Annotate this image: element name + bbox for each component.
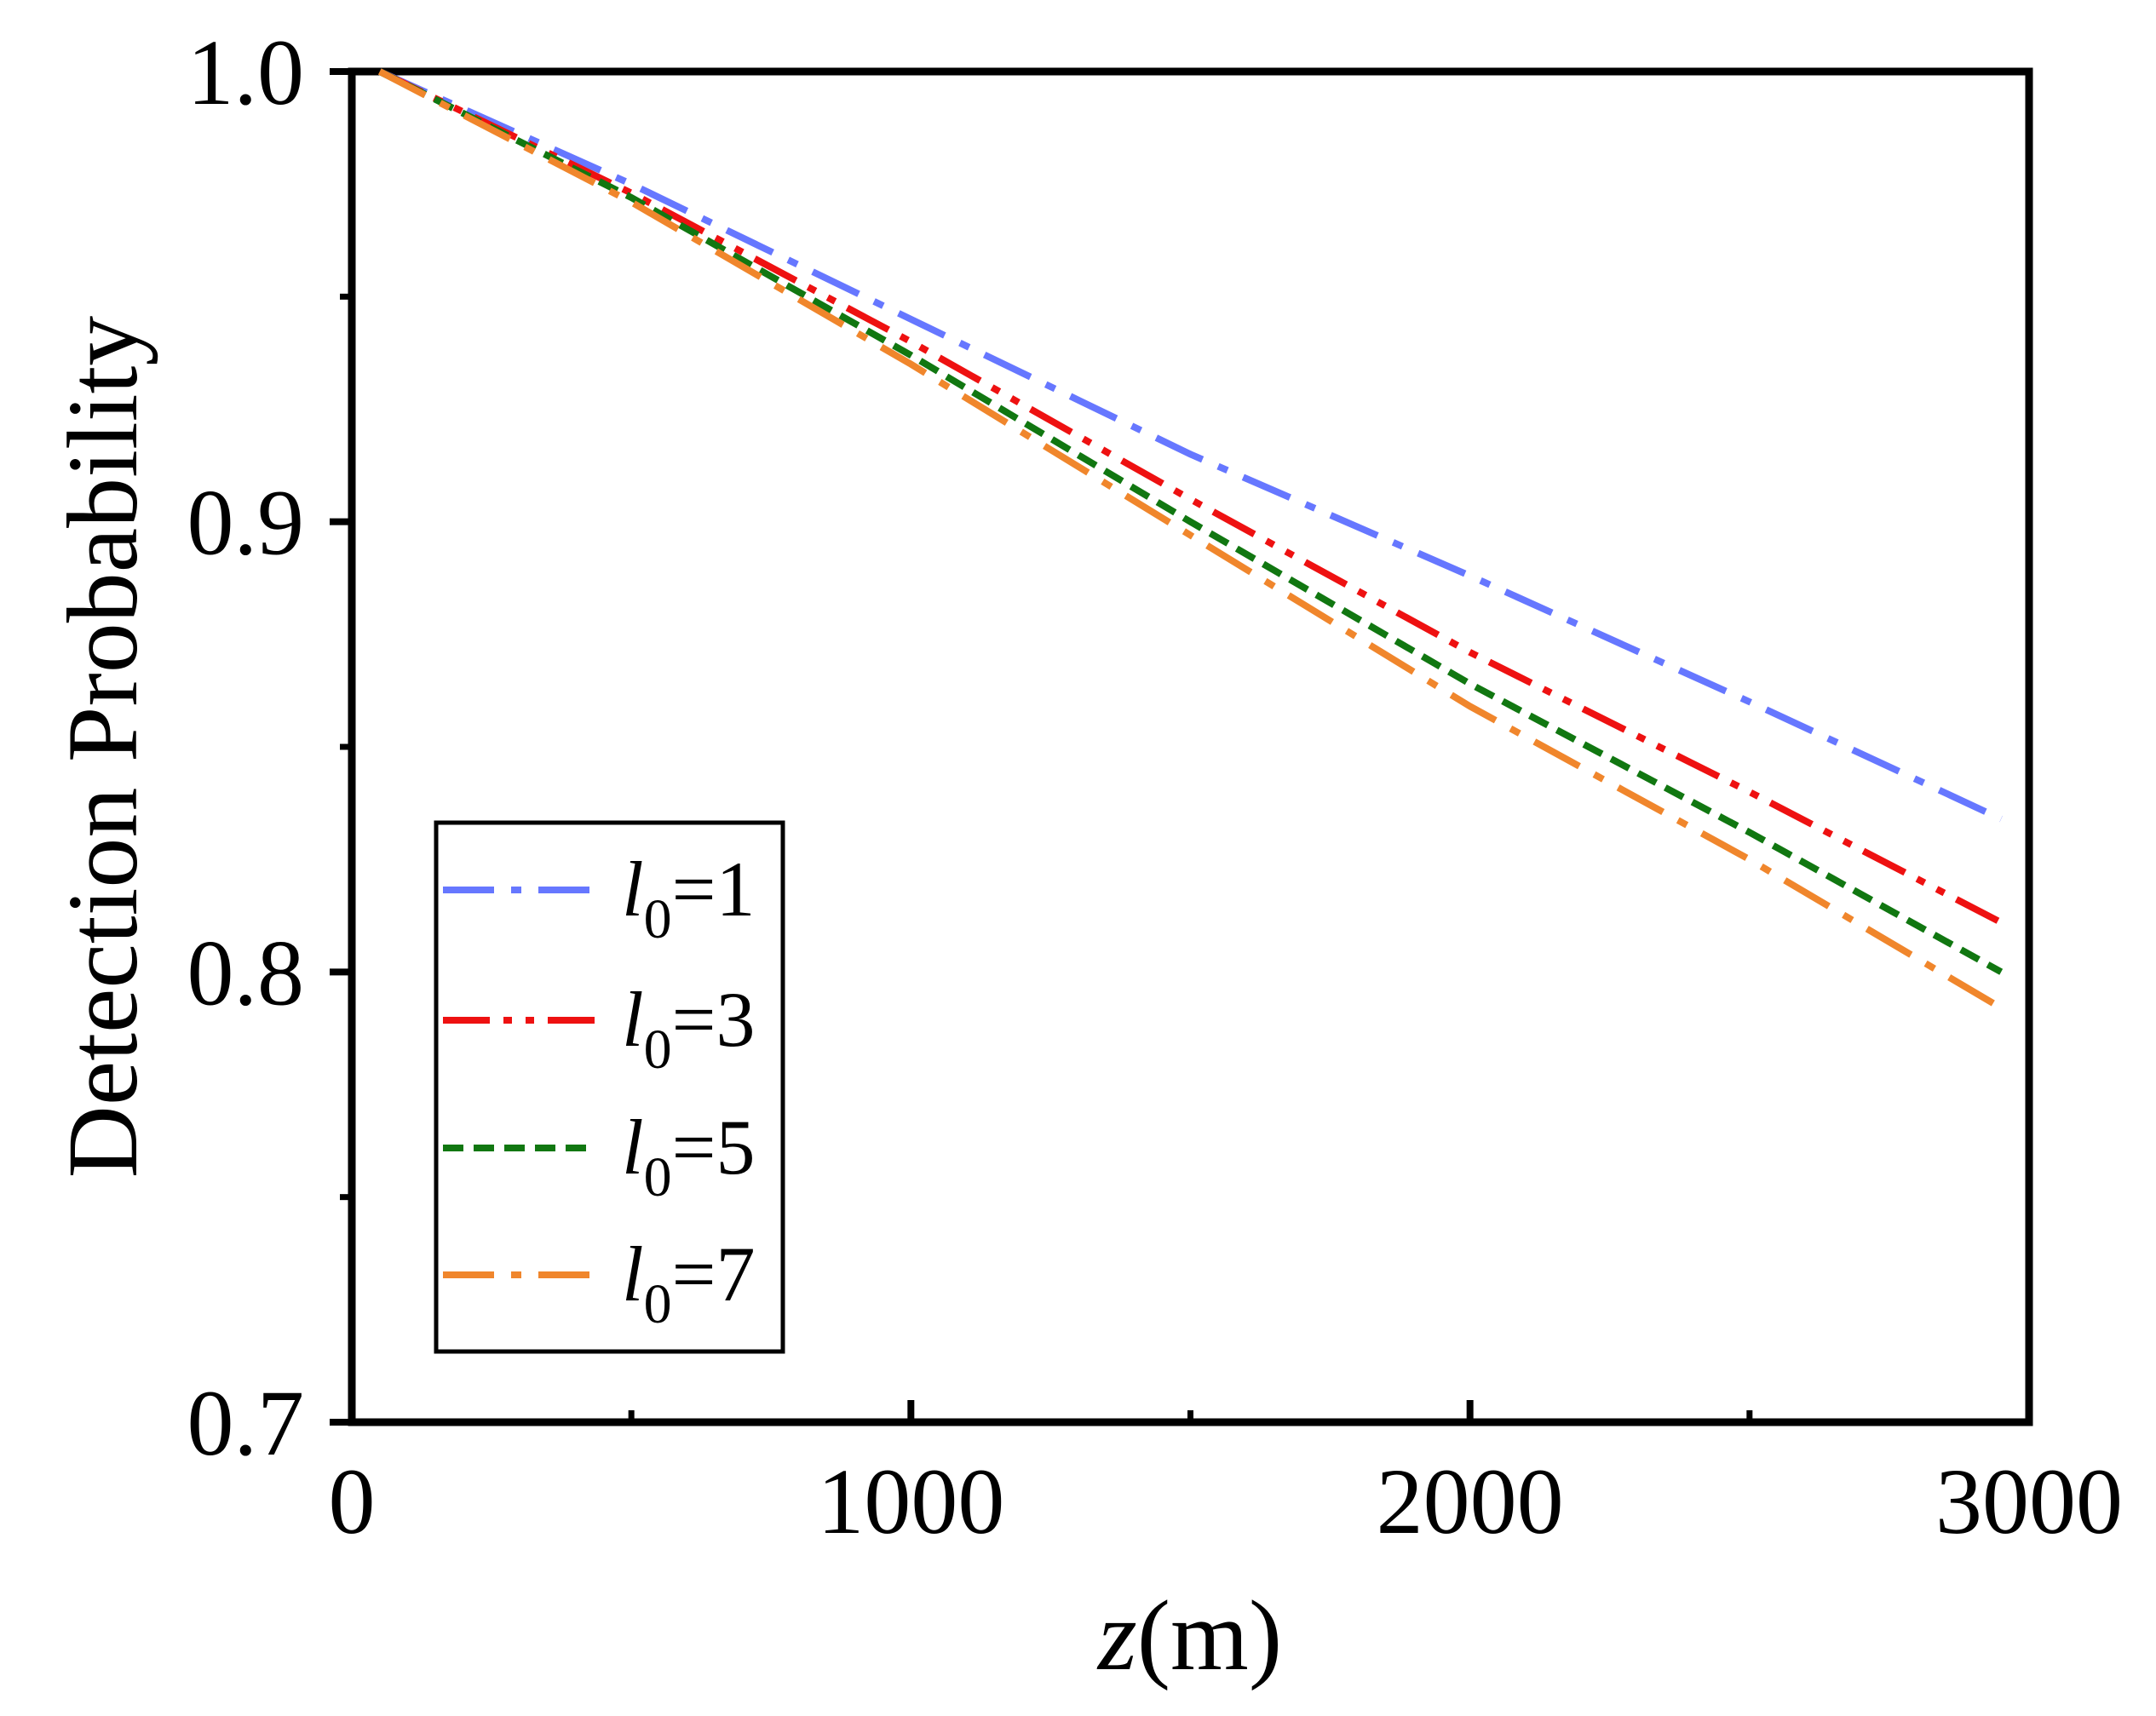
series-line-l0-1 (378, 68, 2003, 823)
y-axis-title: Detection Probability (47, 316, 158, 1179)
x-tick-labels: 0 1000 2000 3000 (329, 1449, 2124, 1553)
x-axis-symbol: z (1096, 1580, 1137, 1691)
legend-label-l0-3: l0=3 (622, 976, 755, 1081)
series-line-l0-7 (377, 68, 2004, 1012)
series-lines (377, 68, 2004, 1012)
y-tick-label: 0.7 (187, 1371, 305, 1475)
x-tick-label: 0 (329, 1449, 376, 1553)
y-tick-label: 0.8 (187, 921, 305, 1024)
x-tick-label: 1000 (817, 1449, 1004, 1553)
x-tick-label: 2000 (1377, 1449, 1564, 1553)
legend-entries: l0=1 l0=3 l0=5 l0=7 (443, 846, 755, 1335)
legend-label-l0-7: l0=7 (622, 1231, 755, 1335)
legend-label-l0-5: l0=5 (622, 1104, 755, 1208)
x-tick-label: 3000 (1935, 1449, 2123, 1553)
series-line-l0-3 (378, 68, 2004, 926)
series-line-l0-5 (378, 68, 2004, 975)
x-axis-unit: (m) (1137, 1580, 1282, 1691)
y-tick-label: 0.9 (187, 471, 305, 575)
legend: l0=1 l0=3 l0=5 l0=7 (434, 820, 785, 1354)
y-tick-labels: 0.7 0.8 0.9 1.0 (187, 20, 305, 1475)
tick-marks (330, 68, 2032, 1426)
x-axis-title: z(m) (1096, 1580, 1282, 1691)
legend-label-l0-1: l0=1 (622, 846, 755, 950)
legend-box (434, 820, 785, 1354)
y-tick-label: 1.0 (187, 20, 305, 124)
